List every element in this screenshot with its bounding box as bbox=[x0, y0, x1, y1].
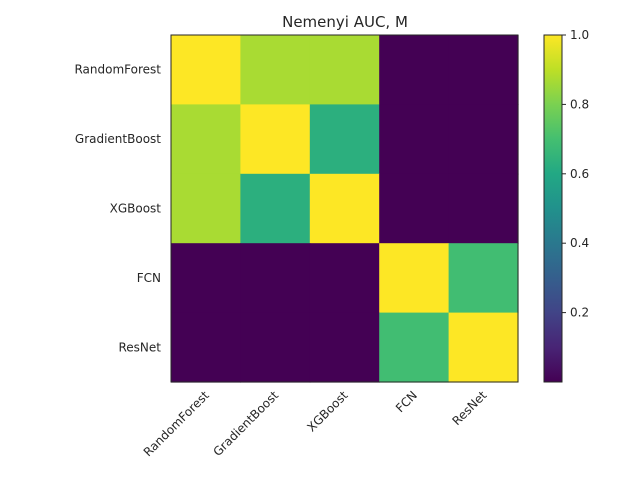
colorbar-tick-label: 0.8 bbox=[570, 97, 589, 111]
heatmap-cell bbox=[448, 35, 519, 105]
heatmap-cell bbox=[240, 173, 311, 244]
heatmap-cell bbox=[309, 173, 380, 244]
colorbar-tick-label: 0.6 bbox=[570, 167, 589, 181]
x-tick-label: ResNet bbox=[449, 388, 489, 428]
heatmap-cell bbox=[448, 104, 519, 175]
x-tick-label: XGBoost bbox=[304, 388, 350, 434]
heatmap-cell bbox=[171, 104, 241, 175]
heatmap-cell bbox=[379, 243, 450, 314]
plot-frame bbox=[170, 34, 519, 383]
heatmap-cell bbox=[171, 173, 241, 244]
chart-title: Nemenyi AUC, M bbox=[282, 13, 408, 31]
heatmap-cell bbox=[240, 243, 311, 314]
x-tick-label: FCN bbox=[393, 388, 420, 415]
y-tick-labels: RandomForest GradientBoost XGBoost FCN ResNe… bbox=[74, 63, 161, 355]
heatmap-cell bbox=[309, 312, 380, 383]
colorbar-tick-label: 0.4 bbox=[570, 236, 589, 250]
heatmap-cell bbox=[240, 35, 311, 105]
heatmap-cell bbox=[171, 312, 241, 383]
y-tick-label: FCN bbox=[137, 271, 161, 285]
heatmap-cell bbox=[448, 312, 519, 383]
y-tick-label: RandomForest bbox=[74, 63, 161, 77]
y-tick-label: GradientBoost bbox=[75, 132, 161, 146]
heatmap-cell bbox=[309, 104, 380, 175]
heatmap-cell bbox=[171, 35, 241, 105]
colorbar-tick-labels: 0.2 0.4 0.6 0.8 1.0 bbox=[562, 28, 589, 320]
y-tick-label: XGBoost bbox=[110, 202, 162, 216]
heatmap-cell bbox=[171, 243, 241, 314]
heatmap-cells bbox=[171, 35, 519, 383]
heatmap-cell bbox=[448, 173, 519, 244]
heatmap-cell bbox=[379, 104, 450, 175]
x-tick-label: GradientBoost bbox=[210, 388, 281, 459]
heatmap-cell bbox=[309, 243, 380, 314]
heatmap-cell bbox=[240, 312, 311, 383]
colorbar-tick-label: 1.0 bbox=[570, 28, 589, 42]
y-tick-label: ResNet bbox=[119, 340, 162, 354]
heatmap-cell bbox=[379, 173, 450, 244]
heatmap-cell bbox=[240, 104, 311, 175]
heatmap-cell bbox=[448, 243, 519, 314]
heatmap-cell bbox=[379, 312, 450, 383]
colorbar bbox=[543, 34, 563, 383]
x-tick-label: RandomForest bbox=[141, 388, 212, 459]
colorbar-tick-label: 0.2 bbox=[570, 306, 589, 320]
heatmap-cell bbox=[379, 35, 450, 105]
heatmap-cell bbox=[309, 35, 380, 105]
